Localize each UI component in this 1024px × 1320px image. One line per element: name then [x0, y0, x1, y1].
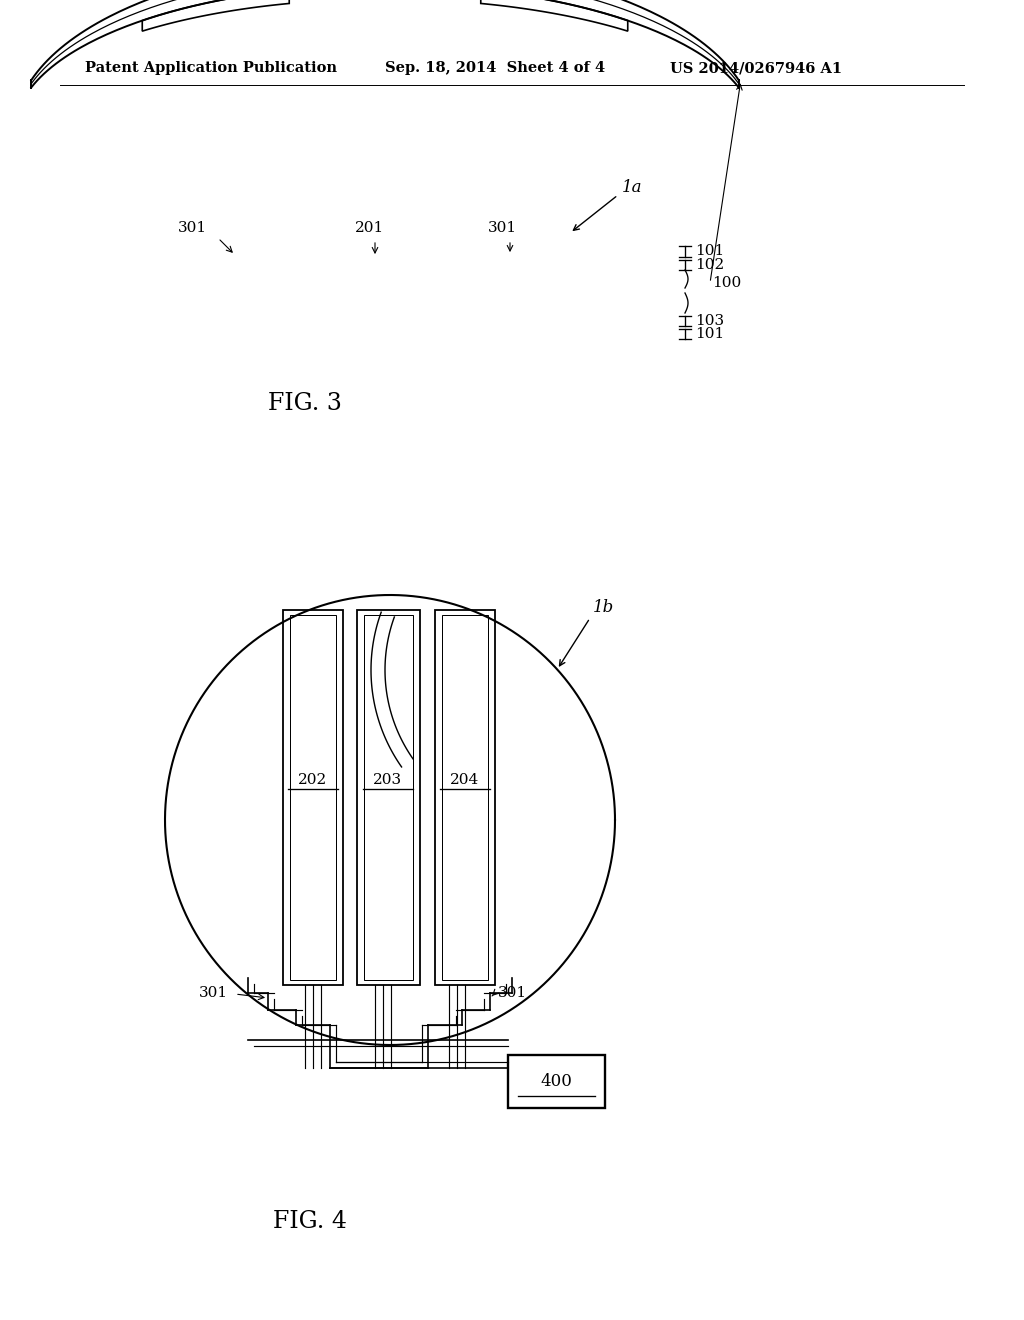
Polygon shape [364, 615, 413, 979]
Polygon shape [283, 610, 343, 985]
Text: 103: 103 [695, 314, 724, 327]
Text: 1b: 1b [593, 598, 614, 615]
Text: 201: 201 [355, 220, 385, 235]
Text: US 2014/0267946 A1: US 2014/0267946 A1 [670, 61, 842, 75]
Text: 1a: 1a [622, 180, 642, 197]
Text: 301: 301 [199, 986, 228, 1001]
Text: 204: 204 [451, 774, 479, 787]
Polygon shape [480, 0, 628, 32]
Text: 102: 102 [695, 257, 724, 272]
Polygon shape [442, 615, 488, 979]
Polygon shape [435, 610, 495, 985]
Polygon shape [31, 0, 739, 87]
Text: 202: 202 [298, 774, 328, 787]
Text: 203: 203 [374, 774, 402, 787]
Text: 301: 301 [177, 220, 207, 235]
Polygon shape [142, 0, 289, 32]
Text: Sep. 18, 2014  Sheet 4 of 4: Sep. 18, 2014 Sheet 4 of 4 [385, 61, 605, 75]
Polygon shape [290, 615, 336, 979]
Text: 101: 101 [695, 244, 724, 257]
Text: 101: 101 [695, 327, 724, 341]
Polygon shape [508, 1055, 605, 1107]
Text: 301: 301 [498, 986, 527, 1001]
Text: 400: 400 [541, 1073, 572, 1090]
Text: FIG. 3: FIG. 3 [268, 392, 342, 414]
Polygon shape [357, 610, 420, 985]
Text: Patent Application Publication: Patent Application Publication [85, 61, 337, 75]
Text: 100: 100 [712, 276, 741, 290]
Text: 301: 301 [487, 220, 516, 235]
Text: FIG. 4: FIG. 4 [273, 1210, 347, 1233]
